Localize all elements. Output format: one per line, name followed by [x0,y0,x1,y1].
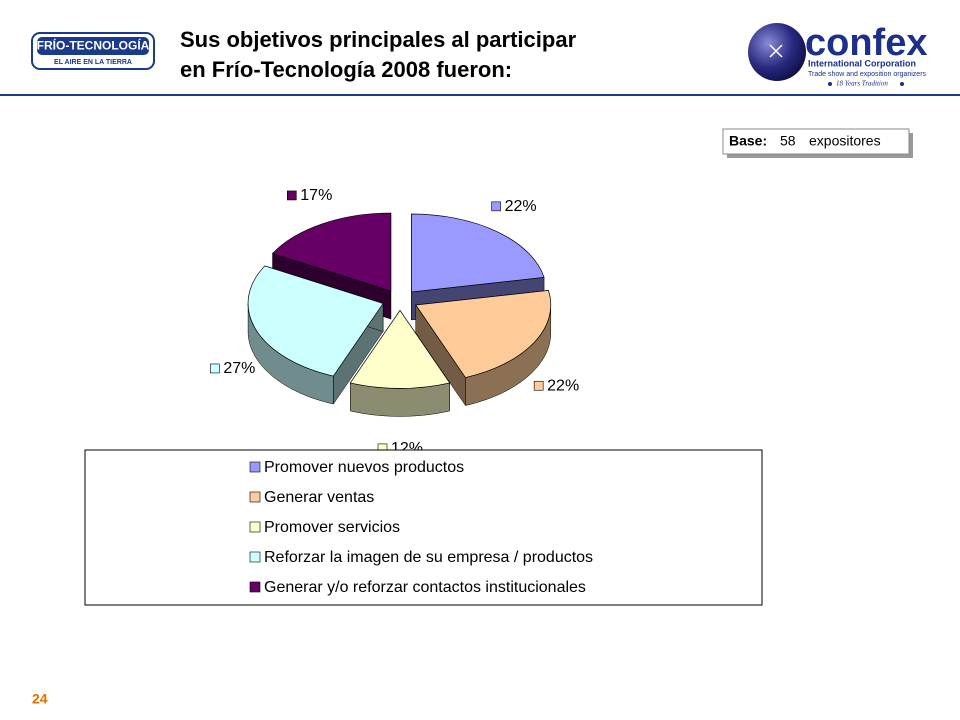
legend-swatch [249,551,261,563]
legend-box [84,449,763,606]
title-line: Sus objetivos principales al participar [180,27,577,52]
data-label: 17% [300,187,332,204]
base-box [722,128,910,155]
label-swatch [491,201,501,212]
legend-swatch [249,581,261,593]
logo-right-star [769,44,783,58]
label-swatch [210,363,220,374]
data-label: 22% [505,198,537,215]
slice [411,213,545,293]
slice [415,290,552,378]
logo-dot [900,82,904,86]
base-value: 58 [780,133,796,149]
slice [349,309,451,389]
slice [271,212,392,292]
legend-swatch [249,461,261,473]
data-label: 22% [547,377,579,394]
logo-dot [828,82,832,86]
label-swatch [286,190,297,201]
slice [247,265,384,377]
base-label: Base: [729,133,767,149]
legend-label: Generar ventas [264,489,374,506]
logo-right-line: Trade show and exposition organizers [808,71,927,78]
logo-right-name: confex [805,22,927,64]
logo-right-line: 18 Years Tradition [836,80,888,88]
label-swatch [533,380,544,391]
data-label: 27% [223,360,255,377]
pie: 22%22%12%27%17% [210,187,579,457]
logo-right-line: International Corporation [808,58,916,68]
logo-left-name: FRÍO-TECNOLOGÍA [37,38,150,53]
base-unit: expositores [809,133,881,149]
legend-swatch [249,491,261,503]
legend-label: Generar y/o reforzar contactos instituci… [264,579,586,596]
legend-label: Reforzar la imagen de su empresa / produ… [264,549,593,566]
legend-swatch [249,521,261,533]
page-number: 24 [32,691,48,707]
legend-label: Promover nuevos productos [264,459,464,476]
legend: Promover nuevos productos Generar ventas P… [249,459,593,596]
logo-left-tagline: EL AIRE EN LA TIERRA [54,59,132,66]
title-line: en Frío-Tecnología 2008 fueron: [180,57,512,82]
legend-label: Promover servicios [264,519,400,536]
logo-left-band [37,37,149,55]
